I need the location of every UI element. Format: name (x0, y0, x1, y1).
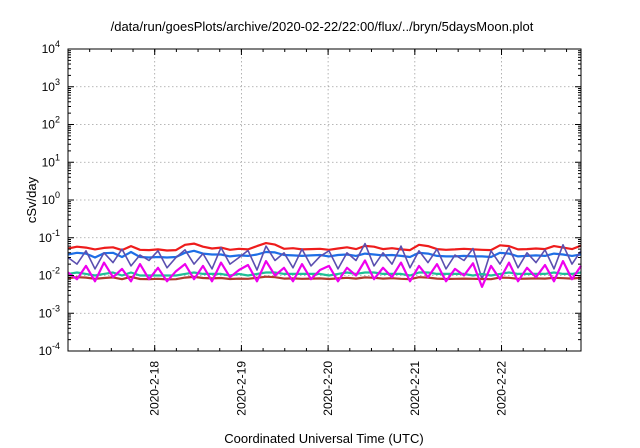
axis-ticks (67, 48, 581, 352)
series-line (67, 249, 582, 259)
x-tick-label: 2020-2-20 (321, 361, 335, 416)
series-line (67, 271, 582, 277)
series-line (67, 242, 582, 281)
y-tick-labels: 10-4 10-3 10-2 10-1 100 101 102 103 104 (39, 39, 60, 358)
series-group (67, 242, 582, 288)
x-tick-label: 2020-2-19 (234, 361, 248, 416)
x-tick-label: 2020-2-18 (148, 361, 162, 416)
grid (68, 49, 581, 351)
y-tick-label: 103 (42, 77, 60, 94)
series-line (67, 242, 582, 252)
y-tick-label: 100 (42, 190, 60, 207)
y-tick-label: 10-3 (39, 303, 60, 320)
x-tick-labels: 2020-2-18 2020-2-19 2020-2-20 2020-2-21 2020… (148, 361, 509, 416)
y-tick-label: 10-1 (39, 228, 60, 245)
x-axis-label: Coordinated Universal Time (UTC) (224, 431, 423, 446)
series-line (67, 259, 582, 288)
y-tick-label: 10-2 (39, 266, 60, 283)
y-tick-label: 10-4 (39, 341, 60, 358)
y-tick-label: 104 (42, 39, 60, 56)
series-line (67, 275, 582, 281)
x-tick-label: 2020-2-22 (495, 361, 509, 416)
x-tick-label: 2020-2-21 (408, 361, 422, 416)
y-tick-label: 101 (42, 152, 60, 169)
chart-title: /data/run/goesPlots/archive/2020-02-22/2… (111, 19, 534, 34)
y-tick-label: 102 (42, 115, 60, 132)
y-axis-label: cSv/day (24, 176, 39, 223)
